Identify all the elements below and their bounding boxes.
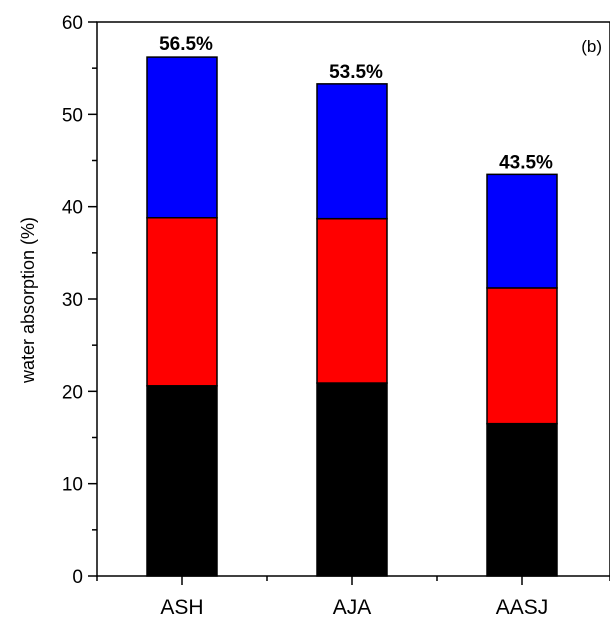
bar-aasj-segment-2 [486, 287, 558, 425]
y-tick-label: 0 [72, 567, 83, 588]
y-axis: 0 10 20 30 40 50 60 [62, 13, 97, 588]
bar-aasj-segment-3 [486, 173, 558, 289]
total-label-aja: 53.5% [329, 62, 383, 83]
y-tick-label: 50 [62, 105, 83, 126]
y-tick-label: 60 [62, 13, 83, 34]
panel-label: (b) [581, 37, 602, 56]
total-label-aasj: 43.5% [499, 152, 553, 173]
total-label-ash: 56.5% [159, 34, 213, 55]
y-tick-label: 30 [62, 290, 83, 311]
bars-layer [146, 56, 558, 577]
bar-ash-segment-3 [146, 56, 218, 219]
total-labels: 56.5% 53.5% 43.5% [159, 34, 553, 173]
y-tick-label: 10 [62, 475, 83, 496]
x-tick-label: AJA [333, 596, 372, 619]
x-tick-label: AASJ [496, 596, 549, 619]
y-tick-label: 40 [62, 198, 83, 219]
bar-ash-segment-1 [146, 385, 218, 577]
y-tick-label: 20 [62, 382, 83, 403]
x-tick-label: ASH [160, 596, 203, 619]
x-axis: ASH AJA AASJ [96, 576, 610, 619]
bar-ash-segment-2 [146, 216, 218, 387]
bar-aasj-segment-1 [486, 422, 558, 577]
bar-aja-segment-3 [316, 83, 388, 220]
bar-aja-segment-1 [316, 382, 388, 577]
bar-aja-segment-2 [316, 217, 388, 384]
y-axis-title: water absorption (%) [18, 217, 38, 384]
